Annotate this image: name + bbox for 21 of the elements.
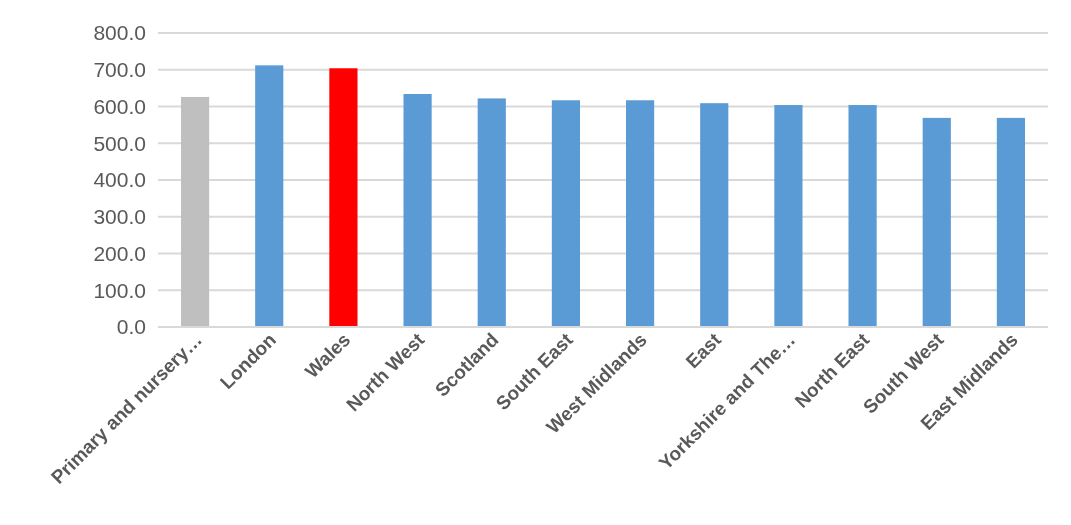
bar [329, 68, 358, 327]
bar [774, 105, 803, 327]
y-tick-label: 400.0 [93, 168, 146, 192]
bar [996, 117, 1026, 327]
bar [625, 100, 655, 327]
bar [255, 65, 284, 327]
bar [551, 100, 581, 327]
y-tick-label: 300.0 [93, 205, 146, 229]
y-tick-label: 700.0 [93, 58, 146, 82]
bar [700, 103, 729, 327]
y-tick-label: 200.0 [93, 241, 146, 265]
bar [477, 98, 506, 327]
y-tick-label: 100.0 [93, 278, 146, 302]
bar [922, 117, 951, 327]
y-tick-label: 0.0 [116, 315, 146, 339]
bar [403, 94, 432, 327]
bar [848, 105, 877, 327]
y-tick-label: 600.0 [93, 94, 146, 118]
y-tick-label: 800.0 [93, 21, 146, 45]
y-tick-label: 500.0 [93, 131, 146, 155]
bar [180, 96, 210, 327]
